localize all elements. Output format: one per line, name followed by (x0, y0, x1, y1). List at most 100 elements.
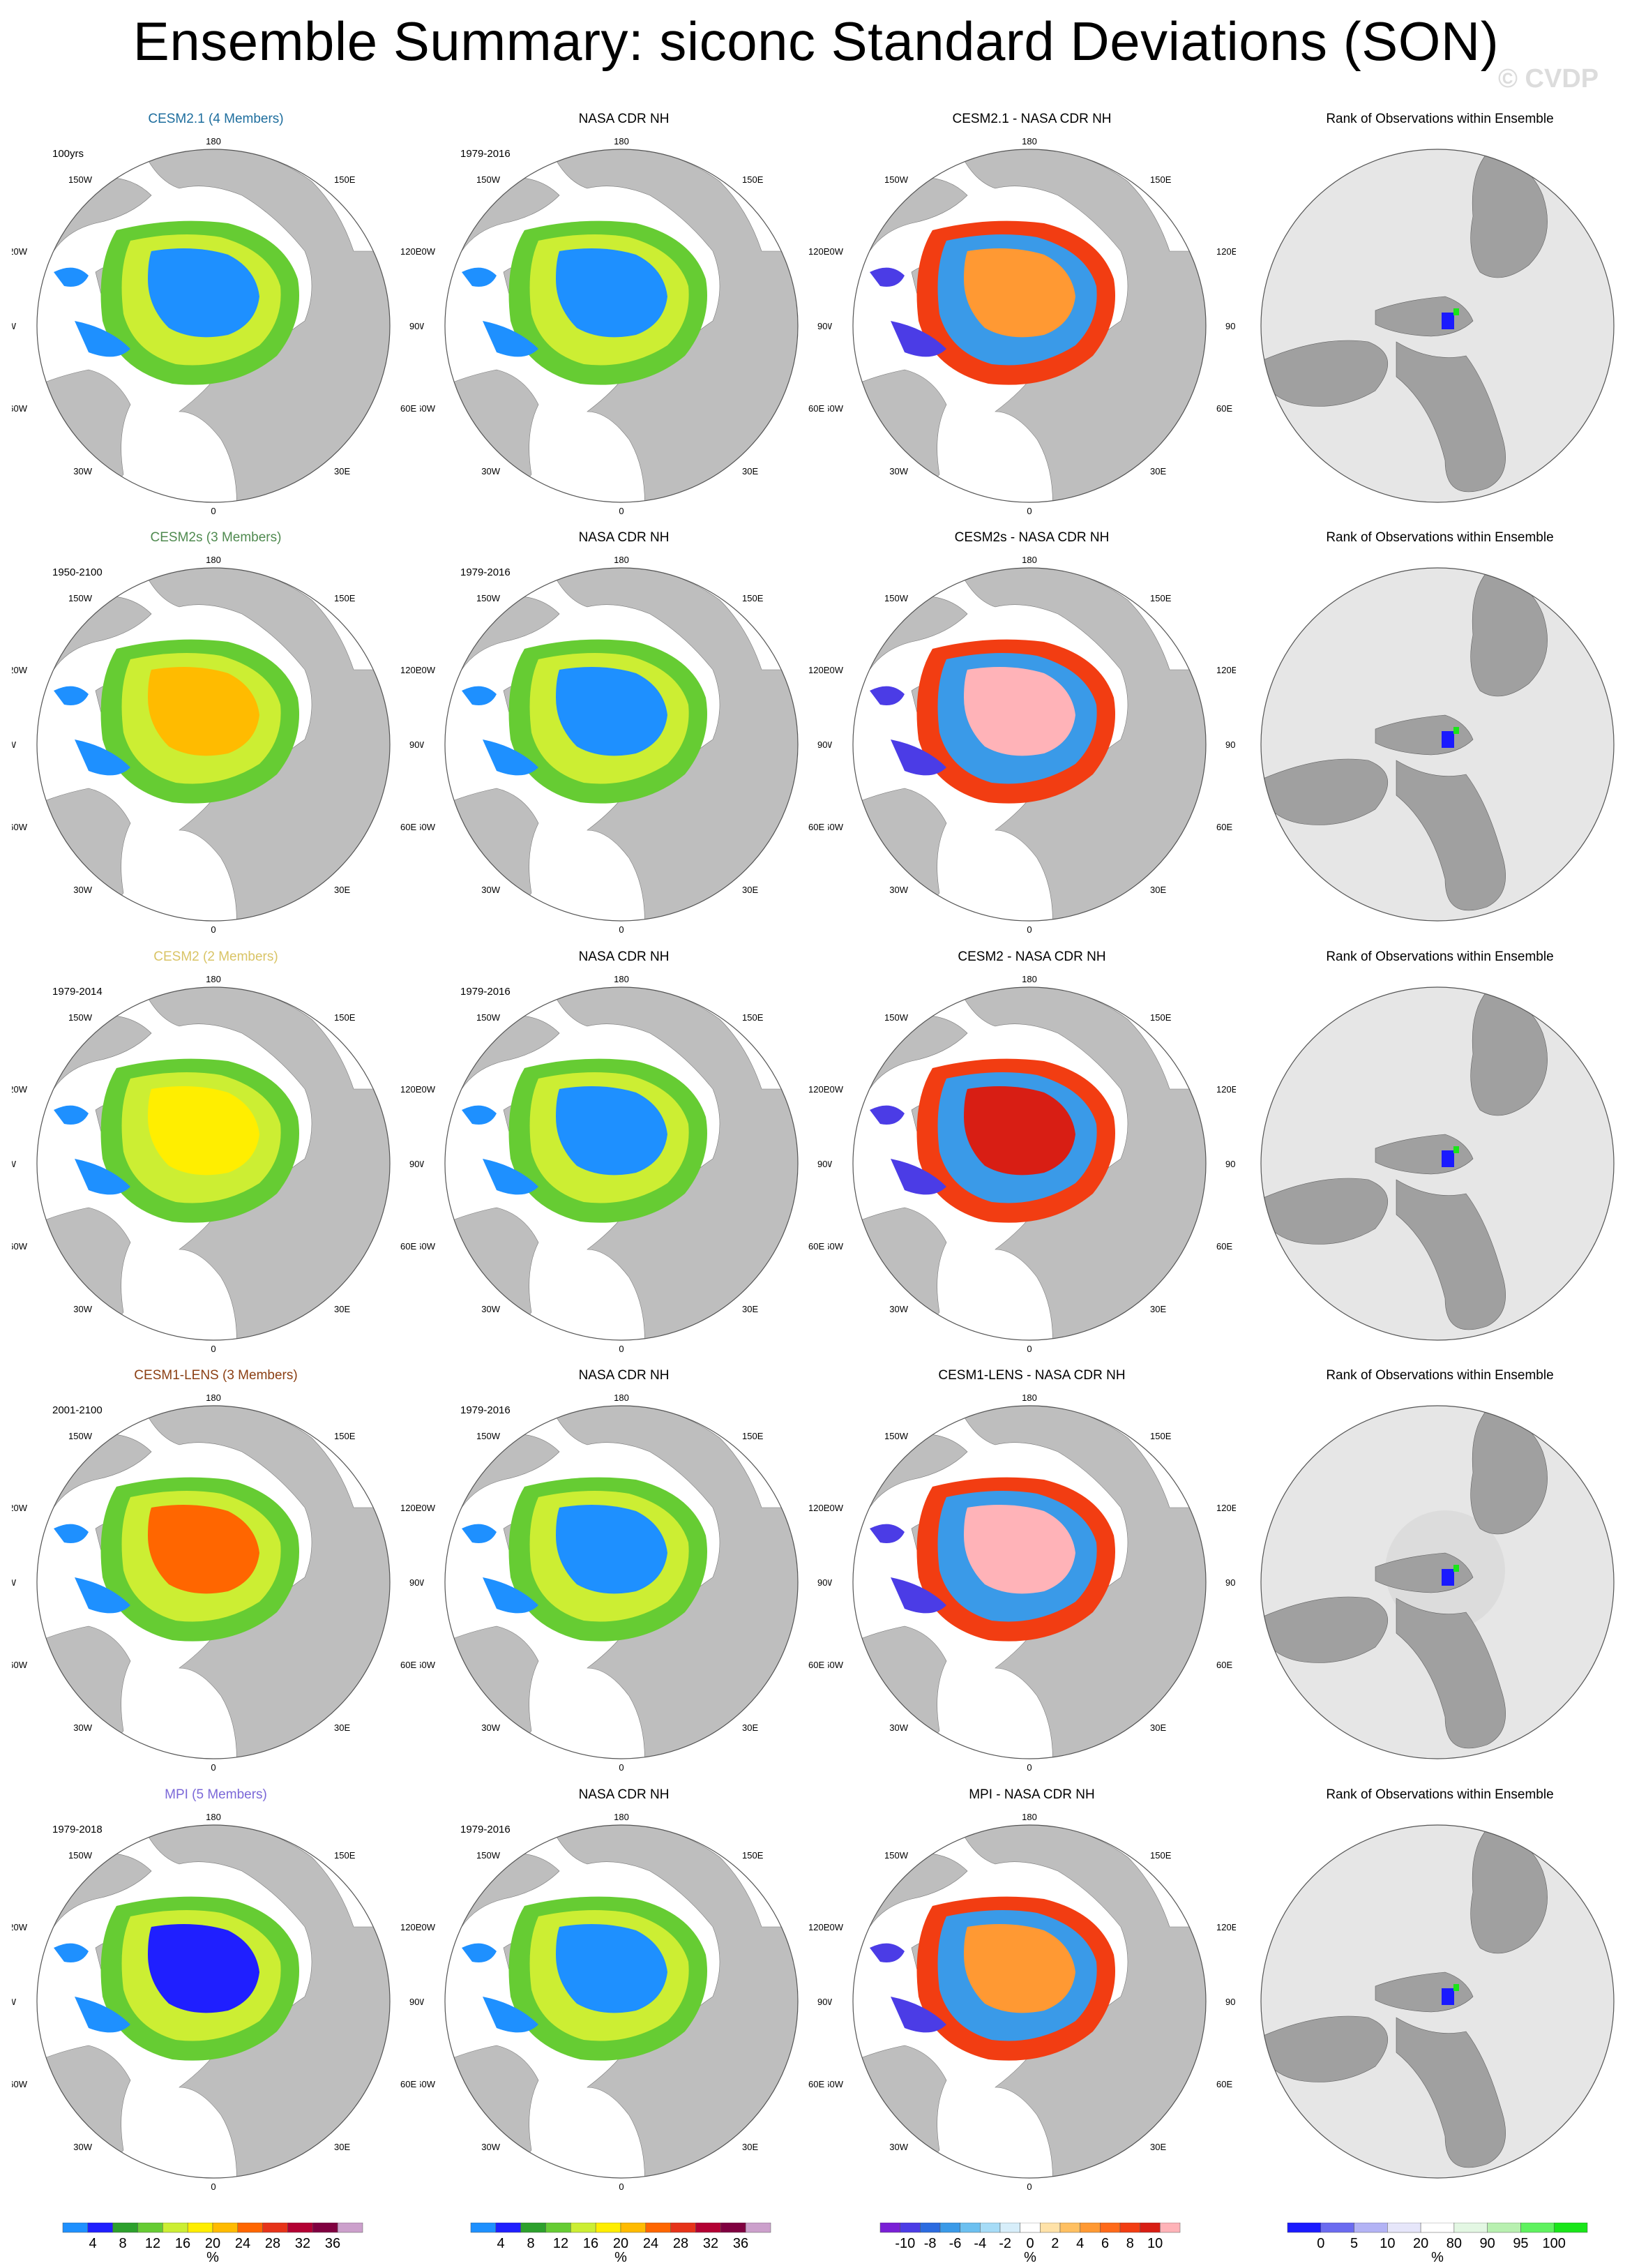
grid-label-top: 180 (206, 1812, 221, 1822)
colorbar-tick-label: 32 (703, 2236, 718, 2251)
sea-ice-core (148, 667, 259, 756)
grid-label-top: 180 (1022, 1392, 1037, 1403)
grid-label-right-high: 120E (808, 1503, 828, 1513)
grid-label-bottom: 0 (619, 506, 624, 516)
polar-map: 180 0 150W 150E 120W 120E 90W 90E 60W 60E 30W 30E (828, 136, 1236, 516)
map-boundary (444, 149, 799, 503)
colorbar-box (571, 2222, 596, 2233)
panel-title: MPI - NASA CDR NH (969, 1787, 1095, 1802)
sea-ice-core (964, 667, 1075, 756)
sea-ice-core (556, 248, 667, 338)
grid-label-left-mid: 90W (12, 1577, 17, 1588)
grid-label-top: 180 (1022, 136, 1037, 147)
sea-ice-core (148, 1086, 259, 1176)
grid-label-lower-right: 30E (742, 466, 758, 476)
period-label: 1979-2016 (460, 1824, 511, 1835)
panel-title: CESM2 - NASA CDR NH (958, 949, 1106, 964)
colorbar-box (1387, 2222, 1421, 2233)
panel-title: CESM2.1 - NASA CDR NH (952, 112, 1112, 126)
grid-label-bottom: 0 (619, 1344, 624, 1354)
grid-label-bottom: 0 (619, 924, 624, 935)
panel-title: NASA CDR NH (578, 949, 670, 964)
obs-panel: NASA CDR NH 1979-2016 180 0 150W 150E 120W 120E… (420, 949, 828, 1368)
rank-panel: Rank of Observations within Ensemble (1236, 112, 1632, 530)
grid-label-left-mid: 90W (420, 1159, 425, 1169)
grid-label-left-mid: 90W (420, 321, 425, 331)
colorbar-tick-label: 80 (1446, 2236, 1462, 2251)
grid-label-top: 180 (614, 1392, 629, 1403)
colorbar-tick-label: -8 (924, 2236, 937, 2251)
grid-label-left-mid: 90W (12, 1997, 17, 2007)
polar-map: 180 0 150W 150E 120W 120E 90W 90E 60W 60E 30W 30E (828, 1812, 1236, 2192)
grid-label-upper-left: 150W (68, 174, 93, 185)
grid-label-bottom: 0 (1027, 2181, 1032, 2192)
land-mass (1261, 1596, 1389, 1663)
grid-label-lower-left: 30W (889, 885, 908, 895)
colorbar-tick-label: 0 (1317, 2236, 1324, 2251)
colorbar-box (1059, 2222, 1080, 2233)
colorbar-tick-label: 16 (583, 2236, 598, 2251)
grid-label-left-low: 60W (12, 822, 28, 832)
grid-label-left-high: 120W (420, 1922, 436, 1932)
grid-label-upper-right: 150E (334, 1850, 356, 1861)
colorbar-box (620, 2222, 647, 2233)
colorbar-box (1287, 2222, 1322, 2233)
colorbar-box (645, 2222, 671, 2233)
map-boundary (444, 986, 799, 1341)
colorbar-box (1420, 2222, 1455, 2233)
colorbar-box (287, 2222, 313, 2233)
grid-label-lower-left: 30W (889, 1304, 908, 1314)
colorbar-box (1119, 2222, 1140, 2233)
colorbar-box (999, 2222, 1020, 2233)
polar-map: 180 0 150W 150E 120W 120E 90W 90E 60W 60E 30W 30E (420, 1812, 828, 2192)
grid-label-right-high: 120E (400, 246, 420, 257)
colorbar-box (137, 2222, 163, 2233)
grid-label-left-mid: 90W (828, 1159, 833, 1169)
grid-label-bottom: 0 (211, 2181, 216, 2192)
grid-label-left-high: 120W (12, 246, 28, 257)
grid-label-right-mid: 90E (817, 1997, 828, 2007)
panel-title: CESM1-LENS (3 Members) (134, 1368, 298, 1383)
sea-ice-patch (870, 267, 905, 287)
colorbar-box (1453, 2222, 1488, 2233)
sea-ice-core (964, 1505, 1075, 1594)
colorbar-box (1160, 2222, 1181, 2233)
grid-label-left-high: 120W (12, 1922, 28, 1932)
diff-panel: CESM1-LENS - NASA CDR NH 180 0 150W 150E 120W… (828, 1368, 1236, 1787)
colorbar-box (1553, 2222, 1588, 2233)
map-boundary (1260, 1405, 1615, 1759)
grid-label-left-low: 60W (828, 1241, 844, 1252)
grid-label-upper-right: 150E (742, 593, 764, 603)
grid-label-left-high: 120W (12, 1084, 28, 1095)
model-panel: CESM2s (3 Members)1950-21001800150W150E1… (12, 530, 420, 949)
colorbar-unit: % (614, 2250, 627, 2265)
colorbar-box (1520, 2222, 1555, 2233)
colorbar-tick-label: 95 (1513, 2236, 1528, 2251)
colorbar-box (595, 2222, 621, 2233)
grid-label-left-high: 120W (828, 1922, 844, 1932)
grid-label-lower-right: 30E (742, 885, 758, 895)
panel-title: Rank of Observations within Ensemble (1326, 530, 1554, 545)
grid-label-right-mid: 90E (1225, 321, 1236, 331)
grid-label-lower-right: 30E (334, 1304, 350, 1314)
model-panel: MPI (5 Members) 1979-2018 180 0 150W 150E 120W… (12, 1787, 420, 2206)
colorbar-tick-label: 32 (295, 2236, 310, 2251)
period-label: 1950-2100 (52, 566, 103, 578)
colorbar-box (900, 2222, 921, 2233)
colorbar-tick-label: 36 (733, 2236, 748, 2251)
map-boundary (36, 567, 391, 922)
map-boundary (852, 1405, 1207, 1759)
grid-label-right-mid: 90E (409, 1577, 420, 1588)
period-label: 1979-2016 (460, 148, 511, 160)
grid-label-left-mid: 90W (420, 739, 425, 750)
land-mass (1396, 1179, 1506, 1330)
grid-label-bottom: 0 (1027, 506, 1032, 516)
grid-label-top: 180 (206, 1392, 221, 1403)
sea-ice-core (148, 248, 259, 338)
land-mass (1261, 1178, 1389, 1245)
colorbar-box (939, 2222, 960, 2233)
polar-map (1260, 1824, 1615, 2179)
colorbar-box (960, 2222, 981, 2233)
grid-label-left-mid: 90W (12, 321, 17, 331)
colorbar-box (1320, 2222, 1354, 2233)
